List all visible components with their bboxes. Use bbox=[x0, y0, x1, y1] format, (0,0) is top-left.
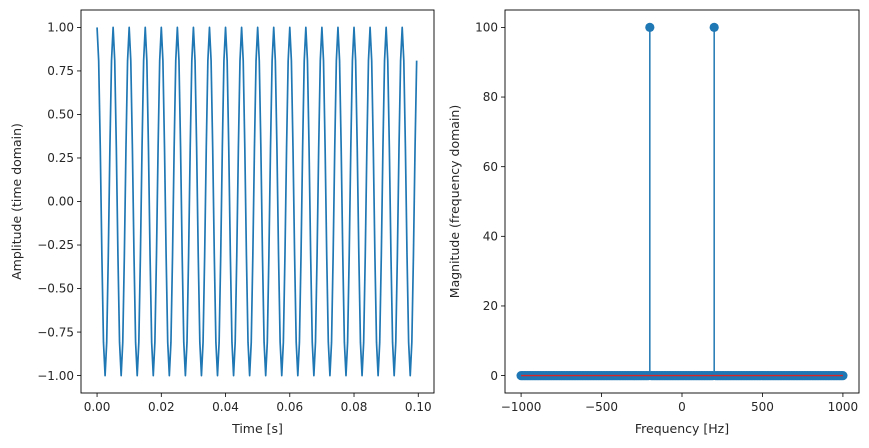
y-axis-label: Amplitude (time domain) bbox=[9, 123, 24, 280]
x-tick-label: −500 bbox=[585, 400, 618, 414]
x-tick-label: 0.00 bbox=[84, 400, 111, 414]
x-tick-label: 0.04 bbox=[212, 400, 239, 414]
y-tick-label: −1.00 bbox=[37, 369, 74, 383]
y-tick-label: 0 bbox=[490, 369, 498, 383]
tick-group: −1000 −500 0 500 1000 0 20 40 60 80 100 bbox=[475, 21, 858, 414]
x-tick-label: 0 bbox=[678, 400, 686, 414]
y-tick-label: 0.25 bbox=[47, 151, 74, 165]
stem-marker bbox=[709, 22, 719, 33]
x-tick-label: 0.02 bbox=[148, 400, 175, 414]
frequency-domain-plot: −1000 −500 0 500 1000 0 20 40 60 80 100 Frequency … bbox=[447, 9, 860, 436]
stem-marker bbox=[645, 22, 655, 33]
y-tick-label: 40 bbox=[483, 230, 498, 244]
y-tick-label: 0.00 bbox=[47, 195, 74, 209]
y-tick-label: 60 bbox=[483, 160, 498, 174]
plot-frame bbox=[504, 9, 860, 394]
y-tick-label: −0.50 bbox=[37, 282, 74, 296]
x-tick-label: 0.10 bbox=[405, 400, 432, 414]
tick-group: 0.00 0.02 0.04 0.06 0.08 0.10 1.00 0.75 0.50 0.25… bbox=[37, 21, 431, 414]
y-tick-label: 0.50 bbox=[47, 108, 74, 122]
y-tick-label: −0.25 bbox=[37, 238, 74, 252]
y-tick-label: 80 bbox=[483, 90, 498, 104]
series-group bbox=[516, 22, 848, 381]
x-tick-label: 1000 bbox=[828, 400, 859, 414]
x-tick-label: 0.06 bbox=[276, 400, 303, 414]
x-tick-label: 500 bbox=[751, 400, 774, 414]
y-tick-label: 1.00 bbox=[47, 21, 74, 35]
x-axis-label: Time [s] bbox=[231, 421, 283, 436]
time-domain-plot: 0.00 0.02 0.04 0.06 0.08 0.10 1.00 0.75 0.50 0.25… bbox=[9, 9, 435, 436]
signal-line bbox=[96, 26, 418, 377]
y-tick-label: 20 bbox=[483, 299, 498, 313]
y-axis-label: Magnitude (frequency domain) bbox=[447, 105, 462, 298]
x-axis-label: Frequency [Hz] bbox=[635, 421, 729, 436]
y-tick-label: 100 bbox=[475, 21, 498, 35]
series-group bbox=[96, 26, 418, 377]
x-tick-label: 0.08 bbox=[341, 400, 368, 414]
y-tick-label: −0.75 bbox=[37, 325, 74, 339]
y-tick-label: 0.75 bbox=[47, 64, 74, 78]
stem-marker bbox=[838, 370, 848, 381]
x-tick-label: −1000 bbox=[501, 400, 542, 414]
